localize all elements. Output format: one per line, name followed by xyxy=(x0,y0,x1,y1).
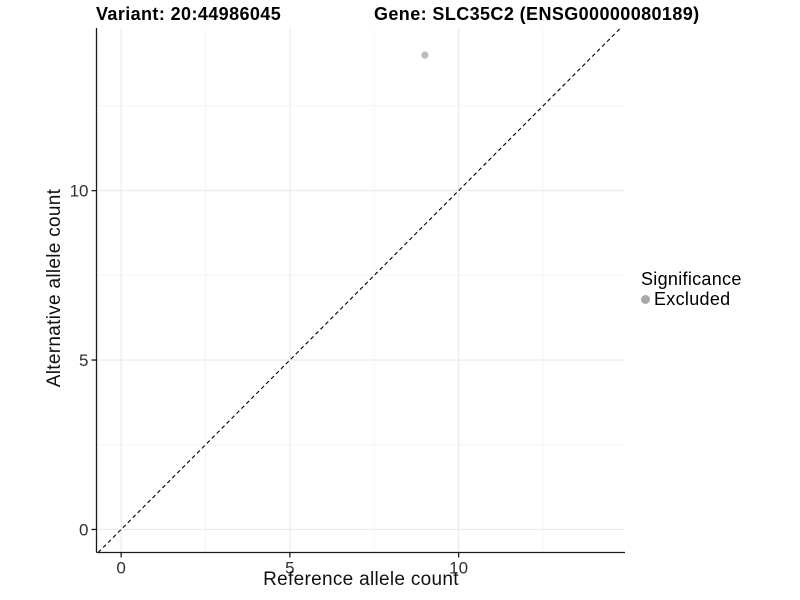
y-tick-label: 0 xyxy=(79,520,88,539)
data-point xyxy=(421,51,429,59)
x-axis-title: Reference allele count xyxy=(263,569,459,590)
x-tick-label: 0 xyxy=(116,559,125,578)
legend-title: Significance xyxy=(641,269,742,289)
y-axis-title: Alternative allele count xyxy=(44,188,65,388)
x-tick-label: 10 xyxy=(449,559,468,578)
legend-entry: Excluded xyxy=(641,290,742,309)
identity-dashed-line xyxy=(97,27,622,553)
legend: Significance Excluded xyxy=(641,269,742,309)
legend-key-dot-icon xyxy=(641,295,650,304)
y-tick-label: 5 xyxy=(79,351,88,370)
legend-entries: Excluded xyxy=(641,290,742,309)
x-tick-label: 5 xyxy=(285,559,294,578)
plot-title-variant: Variant: 20:44986045 xyxy=(96,4,282,24)
y-tick-label: 10 xyxy=(70,182,89,201)
plot-title-gene: Gene: SLC35C2 (ENSG00000080189) xyxy=(374,4,700,24)
legend-entry-label: Excluded xyxy=(654,289,731,309)
